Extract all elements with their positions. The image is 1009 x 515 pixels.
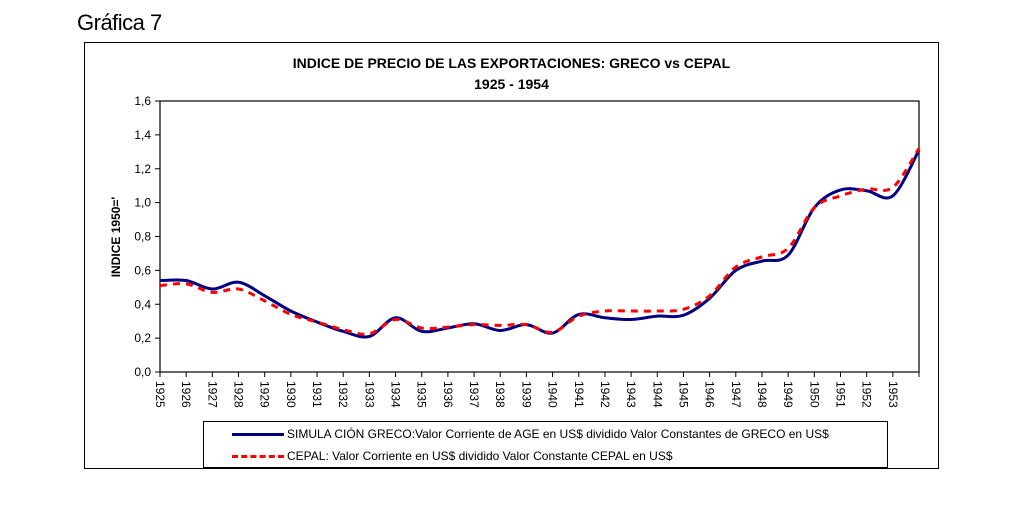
x-tick-label: 1938 — [493, 381, 507, 408]
chart-title: INDICE DE PRECIO DE LAS EXPORTACIONES: G… — [292, 55, 731, 71]
chart-frame — [84, 42, 939, 469]
series-line-cepal — [159, 147, 921, 336]
x-tick-label: 1932 — [336, 381, 350, 408]
x-tick-label: 1929 — [258, 381, 272, 408]
figure-heading: Gráfica 7 — [77, 10, 162, 35]
x-tick-label: 1936 — [441, 381, 455, 408]
x-tick-label: 1930 — [284, 381, 298, 408]
y-tick-label: 0,0 — [134, 365, 151, 379]
x-tick-label: 1927 — [205, 381, 219, 408]
legend-label-greco: SIMULA CIÓN GRECO:Valor Corriente de AGE… — [287, 427, 829, 441]
y-tick-label: 0,2 — [134, 331, 151, 345]
y-axis-label: INDICE 1950=' — [109, 197, 123, 278]
x-tick-label: 1925 — [153, 381, 167, 408]
x-tick-label: 1940 — [546, 381, 560, 408]
legend-swatch-dashed — [232, 454, 284, 458]
legend: SIMULA CIÓN GRECO:Valor Corriente de AGE… — [203, 421, 888, 468]
y-tick-label: 1,0 — [134, 196, 151, 210]
x-tick-label: 1946 — [703, 381, 717, 408]
axes: 0,0 0,2 0,4 0,6 0,8 1,0 1,2 1,4 1,6 1925 1926 1927 1… — [134, 94, 920, 408]
x-tick-label: 1942 — [598, 381, 612, 408]
x-tick-label: 1944 — [650, 381, 664, 408]
y-tick-label: 1,6 — [134, 94, 151, 108]
x-tick-label: 1933 — [362, 381, 376, 408]
x-tick-label: 1935 — [415, 381, 429, 408]
y-tick-label: 0,6 — [134, 263, 151, 277]
legend-item-cepal: CEPAL: Valor Corriente en US$ dividido V… — [232, 447, 673, 465]
series-lines — [159, 147, 921, 339]
x-tick-label: 1943 — [624, 381, 638, 408]
x-tick-label: 1928 — [232, 381, 246, 408]
x-tick-label: 1939 — [519, 381, 533, 408]
legend-label-cepal: CEPAL: Valor Corriente en US$ dividido V… — [287, 449, 673, 463]
x-tick-label: 1934 — [389, 381, 403, 408]
x-tick-label: 1948 — [755, 381, 769, 408]
plot-area — [159, 100, 920, 373]
x-tick-label: 1937 — [467, 381, 481, 408]
x-tick-label: 1951 — [833, 381, 847, 408]
y-tick-label: 1,4 — [134, 128, 151, 142]
y-tick-label: 0,8 — [134, 230, 151, 244]
series-line-greco — [159, 149, 921, 339]
x-tick-label: 1931 — [310, 381, 324, 408]
y-tick-label: 0,4 — [134, 297, 151, 311]
y-tick-label: 1,2 — [134, 162, 151, 176]
legend-swatch-solid — [232, 432, 284, 436]
x-tick-label: 1945 — [676, 381, 690, 408]
x-tick-label: 1926 — [179, 381, 193, 408]
x-tick-label: 1953 — [886, 381, 900, 408]
x-tick-label: 1949 — [781, 381, 795, 408]
x-tick-label: 1947 — [729, 381, 743, 408]
legend-item-greco: SIMULA CIÓN GRECO:Valor Corriente de AGE… — [232, 425, 829, 443]
x-tick-label: 1950 — [807, 381, 821, 408]
x-tick-label: 1941 — [572, 381, 586, 408]
chart-subtitle: 1925 - 1954 — [474, 76, 549, 92]
x-tick-label: 1952 — [860, 381, 874, 408]
